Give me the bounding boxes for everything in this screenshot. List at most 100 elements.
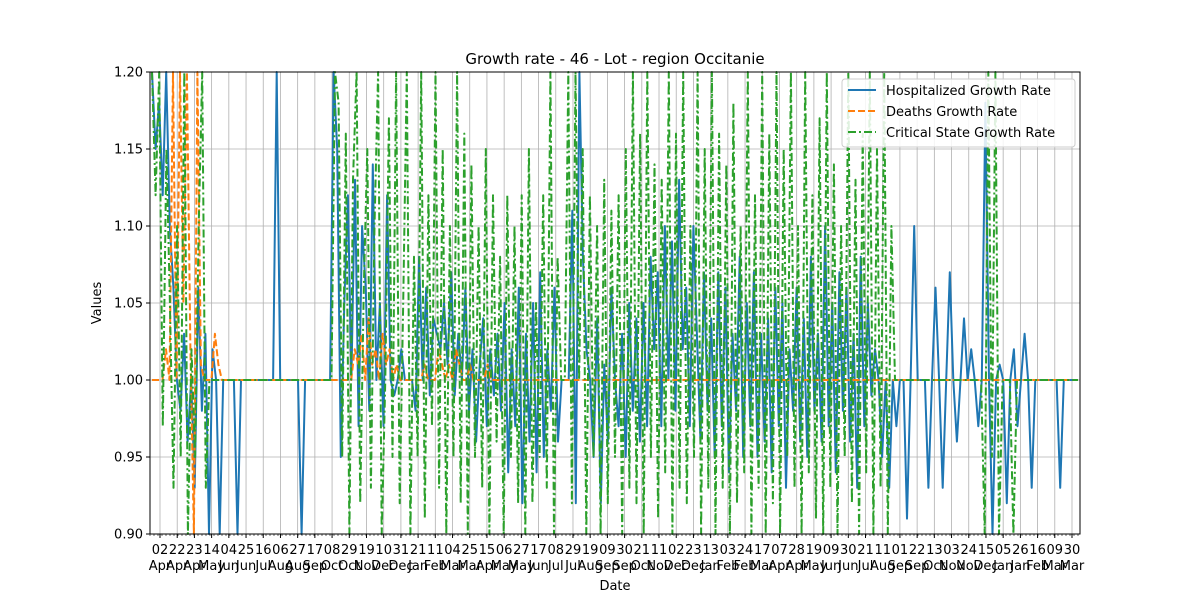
x-tick-day-label: 11 [651,543,668,558]
x-tick-day-label: 09 [823,543,840,558]
x-tick-month-label: Dec [388,559,413,574]
x-tick-day-label: 15 [978,543,995,558]
x-tick-day-label: 17 [530,543,547,558]
x-tick-day-label: 09 [599,543,616,558]
x-tick-month-label: Sep [612,559,637,574]
x-tick-day-label: 19 [582,543,599,558]
x-tick-month-label: May [491,559,518,574]
x-tick-day-label: 07 [771,543,788,558]
x-tick-month-label: Oct [338,559,360,574]
x-tick-month-label: Aug [285,559,310,574]
x-tick-day-label: 21 [410,543,427,558]
x-tick-day-label: 29 [341,543,358,558]
y-tick-label: 1.10 [114,220,143,235]
x-tick-day-label: 13 [702,543,719,558]
x-tick-day-label: 27 [289,543,306,558]
x-tick-month-label: Jul [564,559,581,574]
x-tick-month-label: Aug [577,559,602,574]
x-tick-day-label: 13 [926,543,943,558]
x-tick-month-label: Dec [681,559,706,574]
x-tick-day-label: 30 [1064,543,1081,558]
x-tick-day-label: 10 [375,543,392,558]
y-axis: 0.90 0.95 1.00 1.05 1.10 1.15 1.20 [114,66,150,543]
x-tick-month-label: Jun [235,559,256,574]
x-tick-day-label: 24 [737,543,754,558]
x-tick-day-label: 21 [857,543,874,558]
x-tick-month-label: Nov [939,559,965,574]
x-tick-day-label: 08 [548,543,565,558]
chart-title: Growth rate - 46 - Lot - region Occitani… [465,50,764,68]
x-tick-day-label: 15 [479,543,496,558]
x-tick-day-label: 08 [324,543,341,558]
x-tick-day-label: 23 [685,543,702,558]
x-tick-month-label: Mar [440,559,465,574]
legend-label-critical: Critical State Growth Rate [886,126,1055,141]
x-tick-month-label: Apr [166,559,189,574]
x-tick-day-label: 16 [1029,543,1046,558]
x-tick-month-label: Jun [820,559,841,574]
x-tick-month-label: Feb [1026,559,1049,574]
x-tick-month-label: Feb [424,559,447,574]
x-tick-month-label: Sep [303,559,328,574]
x-tick-month-label: Jul [547,559,564,574]
legend: Hospitalized Growth Rate Deaths Growth R… [841,78,1076,148]
y-axis-title: Values [90,282,105,325]
x-tick-month-label: Jun [218,559,239,574]
y-tick-label: 1.05 [114,297,143,312]
x-tick-month-label: Sep [595,559,620,574]
y-tick-label: 1.20 [114,66,143,81]
x-tick-day-label: 28 [788,543,805,558]
x-tick-month-label: Sep [905,559,930,574]
x-tick-day-label: 04 [221,543,238,558]
x-axis-title: Date [599,579,630,594]
x-tick-day-label: 22 [909,543,926,558]
x-tick-day-label: 06 [272,543,289,558]
x-tick-month-label: Nov [956,559,982,574]
x-tick-month-label: Jan [1009,559,1030,574]
x-tick-month-label: Jun [837,559,858,574]
x-tick-month-label: Jan [407,559,428,574]
x-tick-day-label: 25 [238,543,255,558]
x-tick-month-label: Apr [785,559,808,574]
x-tick-month-label: Mar [1043,559,1068,574]
x-tick-day-label: 19 [806,543,823,558]
x-tick-month-label: Dec [973,559,998,574]
x-tick-day-label: 30 [616,543,633,558]
x-tick-day-label: 06 [496,543,513,558]
x-axis: 02Apr22Apr23Apr14May04Jun25Jun16Jul06Aug… [149,534,1085,574]
x-tick-month-label: Mar [1060,559,1085,574]
x-tick-month-label: Aug [870,559,895,574]
x-tick-month-label: Jan [700,559,721,574]
x-tick-day-label: 21 [634,543,651,558]
x-tick-month-label: Nov [646,559,672,574]
x-tick-month-label: May [800,559,827,574]
series-lines [151,71,1078,535]
x-tick-month-label: Jun [527,559,548,574]
x-tick-month-label: Mar [457,559,482,574]
x-tick-day-label: 19 [358,543,375,558]
x-tick-month-label: Oct [923,559,945,574]
x-tick-month-label: Apr [149,559,172,574]
x-tick-day-label: 16 [255,543,272,558]
x-tick-month-label: Apr [183,559,206,574]
y-tick-label: 0.95 [114,451,143,466]
x-tick-month-label: Jan [992,559,1013,574]
legend-label-hospitalized: Hospitalized Growth Rate [886,84,1051,99]
x-tick-day-label: 01 [892,543,909,558]
x-tick-month-label: Jul [857,559,874,574]
x-tick-day-label: 23 [186,543,203,558]
x-tick-month-label: Oct [631,559,653,574]
x-tick-day-label: 17 [754,543,771,558]
x-tick-day-label: 29 [565,543,582,558]
x-tick-day-label: 14 [203,543,220,558]
x-tick-day-label: 26 [1012,543,1029,558]
x-tick-day-label: 24 [960,543,977,558]
x-tick-month-label: Apr [768,559,791,574]
x-tick-month-label: Dec [664,559,689,574]
x-tick-day-label: 27 [513,543,530,558]
x-tick-day-label: 11 [874,543,891,558]
y-tick-label: 1.15 [114,143,143,158]
x-tick-day-label: 03 [720,543,737,558]
x-tick-day-label: 17 [307,543,324,558]
x-tick-month-label: Dec [371,559,396,574]
